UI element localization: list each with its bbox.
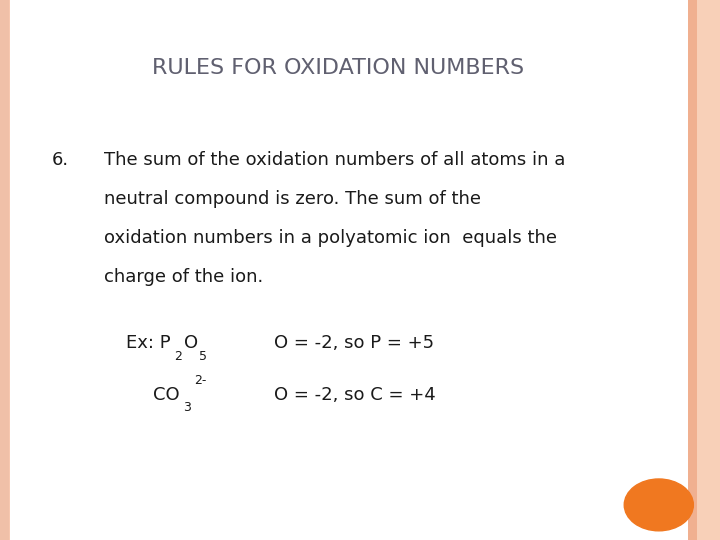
Text: O = -2, so P = +5: O = -2, so P = +5	[274, 334, 433, 352]
Bar	[9, 0, 10, 540]
Text: Ex: P: Ex: P	[126, 334, 171, 352]
Text: 3: 3	[183, 401, 191, 415]
Text: O: O	[184, 334, 198, 352]
Text: CO: CO	[153, 386, 180, 403]
Bar	[0, 0, 9, 540]
Text: 6.: 6.	[51, 151, 68, 169]
Text: O = -2, so C = +4: O = -2, so C = +4	[274, 386, 436, 403]
Text: neutral compound is zero. The sum of the: neutral compound is zero. The sum of the	[104, 190, 482, 208]
Text: 5: 5	[199, 350, 207, 363]
Text: RULES FOR OXIDATION NUMBERS: RULES FOR OXIDATION NUMBERS	[153, 57, 524, 78]
Text: 2-: 2-	[194, 374, 207, 388]
Text: The sum of the oxidation numbers of all atoms in a: The sum of the oxidation numbers of all …	[104, 151, 566, 169]
Text: oxidation numbers in a polyatomic ion  equals the: oxidation numbers in a polyatomic ion eq…	[104, 229, 557, 247]
Text: charge of the ion.: charge of the ion.	[104, 268, 264, 286]
Text: 2: 2	[174, 350, 182, 363]
Bar	[697, 0, 720, 540]
Circle shape	[624, 479, 693, 531]
Bar	[688, 0, 720, 540]
